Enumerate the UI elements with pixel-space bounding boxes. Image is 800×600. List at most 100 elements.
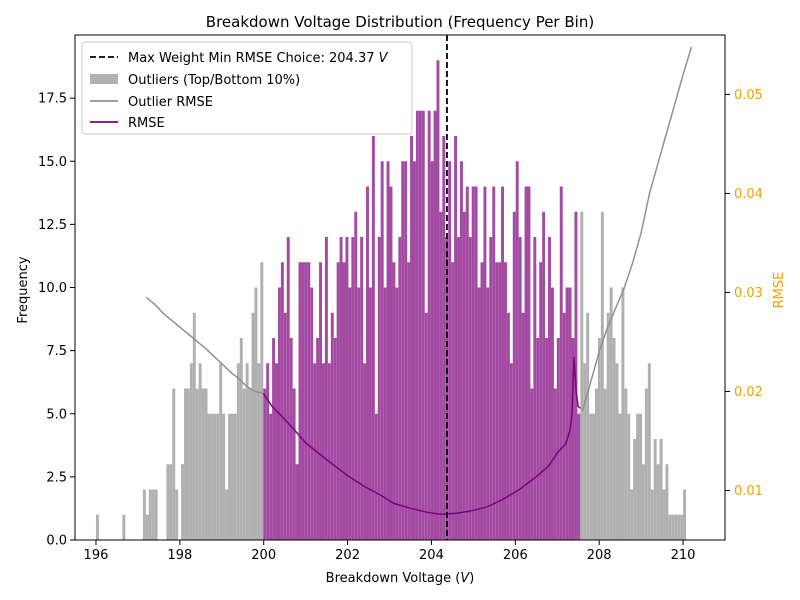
- outlier-bar: [641, 464, 645, 540]
- histogram-bar: [459, 161, 463, 540]
- outlier-bar: [192, 312, 196, 540]
- outlier-rmse-line-left: [145, 296, 264, 395]
- histogram-bar: [304, 262, 308, 540]
- histogram-bar: [413, 161, 416, 540]
- histogram-bar: [354, 211, 358, 540]
- histogram-bar: [339, 237, 343, 540]
- outlier-bar: [639, 413, 642, 540]
- outlier-bar: [186, 388, 190, 540]
- outlier-bar: [662, 489, 666, 540]
- outlier-bar: [225, 489, 229, 540]
- histogram-bar: [327, 363, 331, 540]
- outlier-bar: [656, 464, 660, 540]
- outlier-bar: [219, 363, 223, 540]
- rmse-line: [262, 356, 581, 516]
- histogram-bar: [275, 363, 278, 540]
- outlier-bar: [213, 413, 217, 540]
- histogram-bar: [360, 237, 364, 540]
- histogram-bar: [454, 136, 458, 540]
- outlier-bar: [189, 363, 193, 540]
- histogram-bar: [357, 287, 361, 540]
- histogram-bar: [550, 287, 554, 540]
- histogram-bar: [363, 363, 367, 540]
- histogram-bar: [410, 136, 413, 540]
- histogram-bar: [313, 363, 317, 540]
- y2-tick-label: 0.03: [734, 286, 763, 301]
- y-tick-label: 2.5: [46, 470, 67, 485]
- outlier-bar: [612, 338, 616, 540]
- outlier-bar: [674, 514, 678, 540]
- histogram-bar: [527, 186, 531, 540]
- histogram-bar: [471, 186, 475, 540]
- outlier-bar: [172, 388, 176, 540]
- histogram-bar: [366, 186, 369, 540]
- histogram-bar: [495, 262, 499, 540]
- outlier-bar: [154, 489, 158, 540]
- histogram-bar: [521, 312, 525, 540]
- outlier-bar: [680, 514, 684, 540]
- y2-tick-label: 0.04: [734, 187, 763, 202]
- outlier-bar: [151, 489, 155, 540]
- outlier-bar: [597, 338, 601, 540]
- outlier-bar: [95, 514, 99, 540]
- histogram-bar: [545, 338, 549, 540]
- outlier-bar: [204, 388, 208, 540]
- histogram-bar: [553, 388, 557, 540]
- histogram-bar: [430, 161, 434, 540]
- histogram-bars: [95, 60, 686, 540]
- outlier-bar: [142, 489, 146, 540]
- histogram-bar: [395, 287, 399, 540]
- outlier-bar: [659, 439, 663, 540]
- histogram-bar: [392, 262, 396, 540]
- histogram-bar: [368, 287, 372, 540]
- outlier-bar: [242, 388, 246, 540]
- y-tick-label: 12.5: [38, 218, 67, 233]
- outlier-bar: [195, 388, 199, 540]
- histogram-bar: [351, 237, 355, 540]
- histogram-bar: [559, 186, 563, 540]
- histogram-bar: [380, 161, 384, 540]
- x-tick-label: 204: [419, 548, 444, 563]
- histogram-bar: [345, 237, 349, 540]
- histogram-bar: [439, 211, 443, 540]
- histogram-bar: [465, 186, 469, 540]
- outlier-bar: [257, 363, 261, 540]
- outlier-bar: [148, 489, 152, 540]
- outlier-bar: [236, 363, 240, 540]
- outlier-bar: [650, 489, 654, 540]
- outlier-bar: [653, 439, 657, 540]
- axes: 196 198 200 202 204 206 208 210 0.0 2.5 5.0 7.5 10.0…: [38, 34, 763, 563]
- outlier-bar: [210, 413, 214, 540]
- histogram-bar: [477, 287, 481, 540]
- outlier-bar: [677, 514, 681, 540]
- histogram-bar: [539, 262, 543, 540]
- histogram-bar: [283, 312, 287, 540]
- legend-label-outliers: Outliers (Top/Bottom 10%): [128, 73, 300, 88]
- histogram-bar: [269, 413, 273, 540]
- histogram-bar: [330, 312, 334, 540]
- histogram-bar: [489, 237, 493, 540]
- outlier-bar: [627, 413, 631, 540]
- outlier-bar: [248, 388, 252, 540]
- histogram-bar: [504, 262, 507, 540]
- histogram-bar: [506, 312, 510, 540]
- outlier-rmse-line-right: [581, 46, 693, 412]
- histogram-bar: [348, 287, 352, 540]
- histogram-bar: [451, 262, 455, 540]
- histogram-bar: [421, 110, 425, 540]
- histogram-bar: [398, 237, 402, 540]
- y2-tick-label: 0.01: [734, 484, 763, 499]
- histogram-bar: [316, 338, 320, 540]
- histogram-bar: [424, 312, 428, 540]
- outlier-bar: [233, 413, 237, 540]
- legend-swatch-outliers: [90, 74, 118, 84]
- outlier-bar: [618, 413, 622, 540]
- histogram-bar: [568, 287, 572, 540]
- histogram-bar: [462, 211, 466, 540]
- outlier-bar: [633, 439, 637, 540]
- y-tick-label: 17.5: [38, 92, 67, 107]
- histogram-bar: [448, 161, 452, 540]
- histogram-bar: [415, 110, 419, 540]
- outlier-bar: [122, 514, 126, 540]
- histogram-bar: [272, 338, 276, 540]
